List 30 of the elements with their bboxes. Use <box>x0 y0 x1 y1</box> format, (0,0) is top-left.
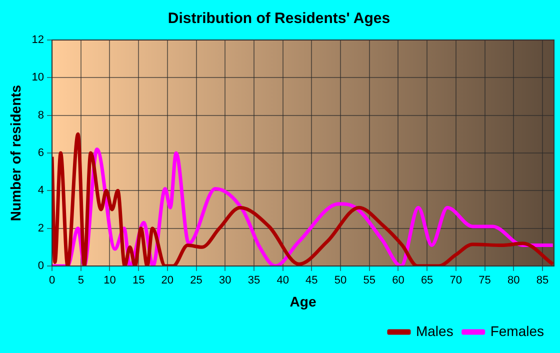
legend-label: Males <box>416 322 454 339</box>
x-tick-label: 50 <box>334 274 347 287</box>
x-tick-label: 40 <box>276 274 289 287</box>
x-tick-label: 75 <box>478 274 491 287</box>
y-tick-label: 6 <box>38 147 44 160</box>
y-tick-label: 0 <box>38 260 44 272</box>
x-tick-label: 25 <box>190 274 202 287</box>
y-tick-label: 10 <box>32 72 44 84</box>
x-tick-label: 5 <box>78 274 84 287</box>
x-tick-label: 70 <box>450 274 462 287</box>
x-tick-label: 65 <box>420 274 434 287</box>
x-tick-label: 85 <box>536 274 549 287</box>
x-axis-title: Age <box>290 293 316 310</box>
y-tick-label: 2 <box>38 222 44 234</box>
x-tick-label: 20 <box>161 274 174 287</box>
y-tick-label: 4 <box>38 184 44 197</box>
x-tick-label: 45 <box>306 274 318 287</box>
chart-title: Distribution of Residents' Ages <box>168 10 390 28</box>
x-tick-label: 55 <box>363 274 376 287</box>
x-tick-label: 0 <box>48 274 56 287</box>
y-axis-title: Number of residents <box>7 84 24 222</box>
y-tick-label: 12 <box>32 34 44 46</box>
x-tick-label: 80 <box>507 274 520 287</box>
x-tick-label: 60 <box>392 274 404 287</box>
x-tick-label: 15 <box>132 274 145 287</box>
legend-label: Females <box>490 322 544 339</box>
x-tick-label: 10 <box>104 274 116 287</box>
x-tick-label: 35 <box>248 274 260 287</box>
x-tick-label: 30 <box>219 274 232 287</box>
y-tick-label: 8 <box>38 109 44 122</box>
